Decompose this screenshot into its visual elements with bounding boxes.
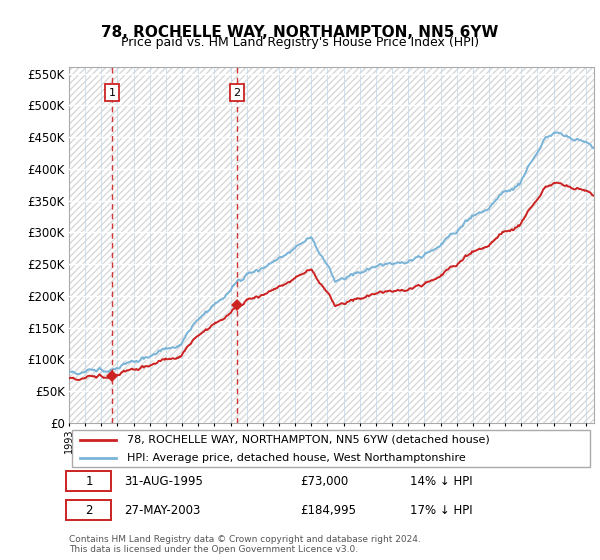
Text: 2: 2 bbox=[85, 503, 93, 517]
Text: 78, ROCHELLE WAY, NORTHAMPTON, NN5 6YW (detached house): 78, ROCHELLE WAY, NORTHAMPTON, NN5 6YW (… bbox=[127, 435, 490, 445]
FancyBboxPatch shape bbox=[71, 430, 590, 467]
Text: 27-MAY-2003: 27-MAY-2003 bbox=[124, 503, 200, 517]
Text: 1: 1 bbox=[85, 474, 93, 488]
Text: 2: 2 bbox=[233, 87, 241, 97]
FancyBboxPatch shape bbox=[67, 500, 111, 520]
Text: HPI: Average price, detached house, West Northamptonshire: HPI: Average price, detached house, West… bbox=[127, 453, 466, 463]
Text: 78, ROCHELLE WAY, NORTHAMPTON, NN5 6YW: 78, ROCHELLE WAY, NORTHAMPTON, NN5 6YW bbox=[101, 25, 499, 40]
Text: £184,995: £184,995 bbox=[300, 503, 356, 517]
Text: 31-AUG-1995: 31-AUG-1995 bbox=[124, 474, 203, 488]
Text: Contains HM Land Registry data © Crown copyright and database right 2024.
This d: Contains HM Land Registry data © Crown c… bbox=[69, 535, 421, 554]
Text: £73,000: £73,000 bbox=[300, 474, 348, 488]
Text: Price paid vs. HM Land Registry's House Price Index (HPI): Price paid vs. HM Land Registry's House … bbox=[121, 36, 479, 49]
Text: 14% ↓ HPI: 14% ↓ HPI bbox=[410, 474, 473, 488]
Text: 17% ↓ HPI: 17% ↓ HPI bbox=[410, 503, 473, 517]
Text: 1: 1 bbox=[109, 87, 115, 97]
FancyBboxPatch shape bbox=[67, 471, 111, 491]
